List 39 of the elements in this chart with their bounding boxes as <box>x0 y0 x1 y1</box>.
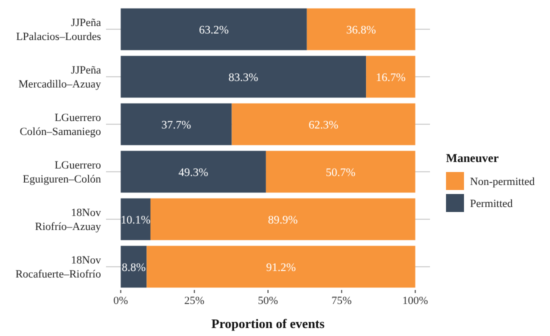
y-tick-label: JJPeña LPalacios–Lourdes <box>16 17 102 43</box>
bar <box>232 103 416 146</box>
bar <box>120 198 150 240</box>
data-label: 63.2% <box>198 24 230 36</box>
bar <box>120 246 147 288</box>
x-axis-title: Proportion of events <box>211 316 325 331</box>
y-tick-label: LGuerrero Eguiguren–Colón <box>22 160 102 186</box>
bar <box>120 150 266 193</box>
y-tick-label: LGuerrero Colón–Samaniego <box>20 112 102 138</box>
x-tick-label: 75% <box>332 295 352 307</box>
bar <box>150 198 416 240</box>
data-label: 16.7% <box>376 72 406 84</box>
bar <box>146 246 416 288</box>
legend-label: Non-permitted <box>470 176 536 188</box>
data-label: 91.2% <box>266 262 296 274</box>
data-label: 50.7% <box>326 166 356 179</box>
data-label: 62.3% <box>308 119 339 132</box>
bar <box>120 56 366 98</box>
y-tick-label: JJPeña Mercadillo–Azuay <box>18 64 102 90</box>
data-label: 37.7% <box>161 119 192 132</box>
data-label: 36.8% <box>346 24 376 36</box>
legend-label: Permitted <box>470 198 514 210</box>
x-tick-label: 25% <box>184 295 204 307</box>
y-tick-label: 18Nov Rocafuerte–Riofrío <box>15 254 102 280</box>
x-tick-label: 50% <box>258 295 278 307</box>
data-label: 10.1% <box>120 214 151 226</box>
bar <box>306 8 416 50</box>
data-label: 49.3% <box>178 166 209 179</box>
bar <box>266 150 416 193</box>
y-tick-label: 18Nov Riofrío–Azuay <box>35 207 102 233</box>
bar <box>120 8 307 50</box>
data-label: 8.8% <box>122 262 146 274</box>
x-tick-label: 100% <box>402 295 428 307</box>
data-label: 89.9% <box>268 214 298 226</box>
legend-title: Maneuver <box>446 151 500 165</box>
bar <box>120 103 232 146</box>
x-tick-label: 0% <box>113 295 128 307</box>
data-label: 83.3% <box>228 72 259 84</box>
bar <box>366 56 416 98</box>
